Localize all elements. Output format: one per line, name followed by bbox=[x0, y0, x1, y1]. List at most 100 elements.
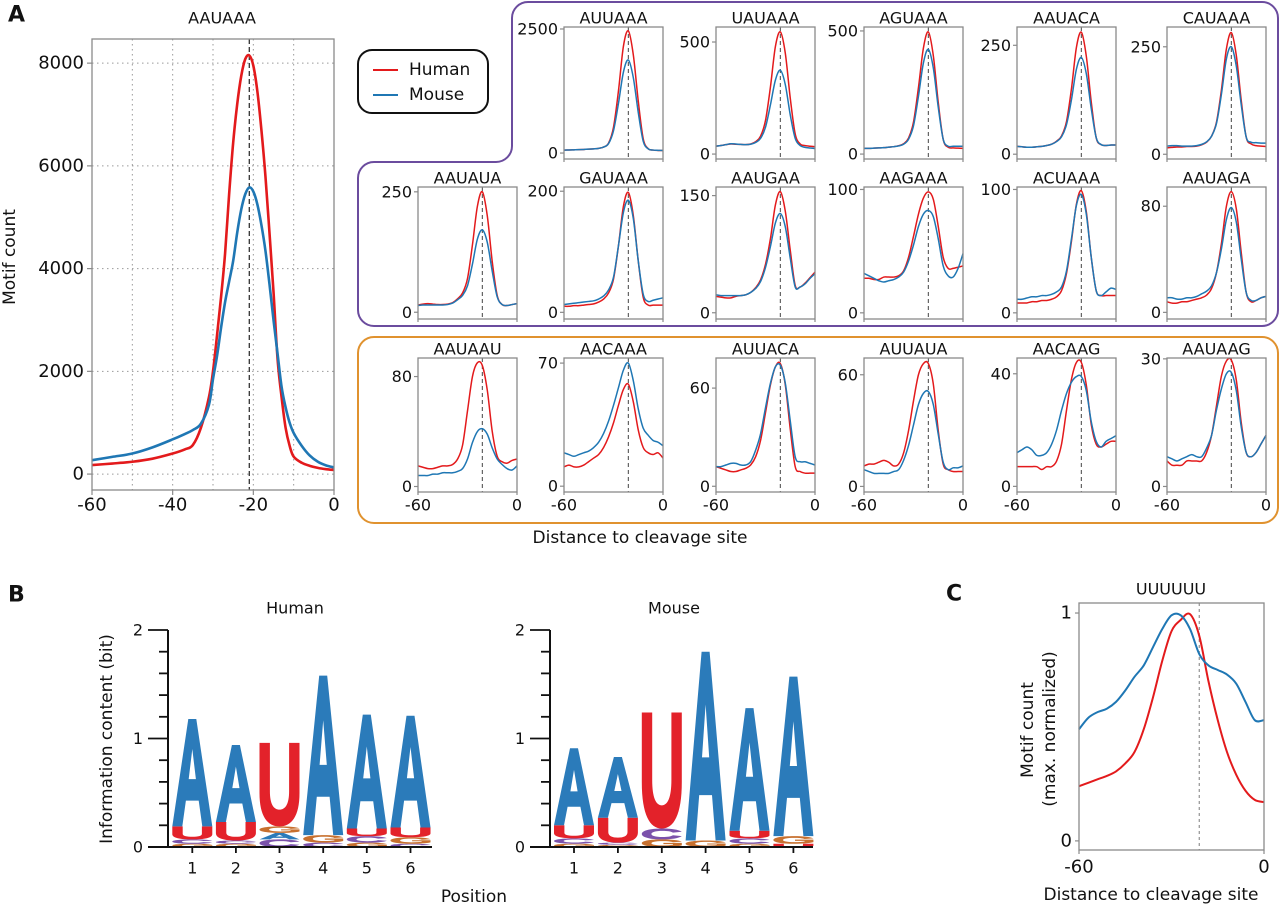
logo-stack-position-5 bbox=[346, 714, 387, 847]
logo-letter-A bbox=[685, 651, 726, 841]
y-tick-label: 1 bbox=[1061, 603, 1072, 624]
motif-subplot-title: AACAAA bbox=[580, 340, 647, 359]
logo-y-axis-label: Information content (bit) bbox=[97, 634, 117, 844]
logo-title-mouse: Mouse bbox=[648, 599, 700, 618]
plot-frame bbox=[1166, 186, 1267, 320]
y-tick-label: 8000 bbox=[38, 53, 84, 74]
panel-c-y-axis-label-line2: (max. normalized) bbox=[1040, 651, 1060, 807]
logo-letter-U bbox=[346, 828, 387, 837]
x-tick-label: -60 bbox=[551, 496, 577, 515]
logo-letter-A bbox=[773, 676, 814, 837]
series-line-mouse bbox=[863, 209, 964, 283]
y-tick-label: 6000 bbox=[38, 155, 84, 176]
y-tick-label: 0 bbox=[1151, 145, 1161, 164]
x-tick-label: -60 bbox=[77, 495, 106, 516]
y-tick-label: 60 bbox=[690, 379, 710, 398]
x-tick-label: -60 bbox=[851, 496, 877, 515]
series-line-mouse bbox=[863, 389, 964, 475]
series-line-mouse bbox=[563, 199, 664, 306]
motif-subplot-title: AUUAAA bbox=[579, 9, 647, 28]
y-tick-label: 2 bbox=[515, 621, 525, 640]
motif-subplot-aauaua: AAUAUA 0 250 bbox=[381, 169, 518, 322]
logo-stack-position-1 bbox=[554, 748, 594, 847]
y-tick-label: 0 bbox=[700, 145, 710, 164]
logo-letter-A bbox=[390, 715, 431, 828]
uuuuuu-plot: 0 1 -60 0 bbox=[1061, 602, 1270, 878]
logo-letter-U bbox=[390, 827, 431, 838]
series-line-human bbox=[863, 191, 964, 281]
position-label: 3 bbox=[274, 859, 284, 878]
y-tick-label: 200 bbox=[527, 182, 558, 201]
motif-subplot-title: AAUAAG bbox=[1182, 340, 1251, 359]
motif-subplot-title: AACAAG bbox=[1033, 340, 1101, 359]
plot-frame bbox=[1166, 26, 1267, 160]
motif-subplot-title: UAUAAA bbox=[731, 9, 799, 28]
logo-title-human: Human bbox=[266, 599, 324, 618]
plot-frame bbox=[1166, 357, 1267, 493]
position-label: 2 bbox=[613, 859, 623, 878]
y-tick-label: 1 bbox=[515, 729, 525, 748]
plot-frame bbox=[715, 26, 816, 160]
series-line-mouse bbox=[715, 362, 816, 468]
motif-subplot-title: AUUAUA bbox=[880, 340, 948, 359]
position-label: 5 bbox=[744, 859, 754, 878]
sequence-logo-mouse: 0 1 2 1 2 3 4 5 6 bbox=[515, 621, 814, 878]
motif-subplot-aagaaa: AAGAAA 0 100 bbox=[827, 169, 964, 322]
series-line-human bbox=[715, 361, 815, 475]
series-line-human bbox=[863, 360, 963, 473]
x-tick-label: 0 bbox=[1261, 496, 1271, 515]
y-tick-label: 60 bbox=[838, 365, 858, 384]
plot-frame bbox=[563, 357, 664, 493]
plot-frame bbox=[863, 26, 964, 160]
logo-letter-A bbox=[554, 748, 594, 826]
logo-letter-G bbox=[390, 837, 431, 844]
motif-subplot-aauaca: AAUACA 0 250 bbox=[980, 9, 1117, 164]
y-tick-label: 0 bbox=[133, 838, 143, 857]
x-tick-label: 0 bbox=[1111, 496, 1121, 515]
plot-frame bbox=[1016, 357, 1117, 493]
y-tick-label: 0 bbox=[548, 303, 558, 322]
series-line-human bbox=[1078, 612, 1265, 804]
series-line-mouse bbox=[1166, 370, 1267, 462]
legend-label-mouse: Mouse bbox=[409, 85, 464, 105]
legend-label-human: Human bbox=[409, 60, 470, 80]
motif-subplot-title: CAUAAA bbox=[1183, 9, 1251, 28]
y-tick-label: 250 bbox=[1130, 37, 1161, 56]
series-line-human bbox=[1017, 359, 1117, 471]
position-label: 4 bbox=[701, 859, 711, 878]
position-label: 6 bbox=[788, 859, 798, 878]
series-line-mouse bbox=[1166, 45, 1267, 147]
motif-subplot-uauaaa: UAUAAA 0 500 bbox=[679, 9, 816, 164]
series-line-mouse bbox=[417, 229, 518, 307]
logo-letter-G bbox=[641, 839, 682, 847]
y-tick-label: 80 bbox=[1141, 197, 1161, 216]
x-tick-label: 0 bbox=[658, 496, 668, 515]
panel-c-y-axis-label-line1: Motif count bbox=[1018, 682, 1038, 778]
legend-box bbox=[357, 49, 489, 114]
position-label: 1 bbox=[569, 859, 579, 878]
y-tick-label: 0 bbox=[1001, 477, 1011, 496]
logo-stack-position-2 bbox=[597, 756, 638, 847]
series-line-mouse bbox=[91, 186, 335, 469]
y-tick-label: 0 bbox=[548, 477, 558, 496]
series-line-human bbox=[1166, 31, 1267, 149]
sequence-logo-human: 0 1 2 1 2 3 4 5 6 bbox=[133, 621, 432, 878]
logo-letter-U bbox=[554, 825, 594, 839]
y-tick-label: 0 bbox=[700, 303, 710, 322]
logo-stack-position-6 bbox=[773, 676, 814, 847]
y-tick-label: 2 bbox=[133, 621, 143, 640]
x-tick-label: 0 bbox=[958, 496, 968, 515]
motif-subplot-title: AAUACA bbox=[1033, 9, 1100, 28]
y-tick-label: 500 bbox=[679, 33, 710, 52]
position-label: 1 bbox=[187, 859, 197, 878]
series-line-mouse bbox=[1016, 56, 1117, 149]
x-tick-label: -60 bbox=[405, 496, 431, 515]
main-motif-plot: 0 2000 4000 6000 8000 -60 -40 -20 0 bbox=[38, 38, 340, 516]
motif-subplot-title: AAUAGA bbox=[1182, 169, 1250, 188]
panel-c-x-axis-label: Distance to cleavage site bbox=[1044, 885, 1259, 905]
panel-b: B Human Mouse Information content (bit) … bbox=[8, 583, 814, 907]
motif-subplot-auuaaa: AUUAAA 0 2500 bbox=[517, 9, 664, 163]
logo-letter-A bbox=[346, 714, 387, 829]
